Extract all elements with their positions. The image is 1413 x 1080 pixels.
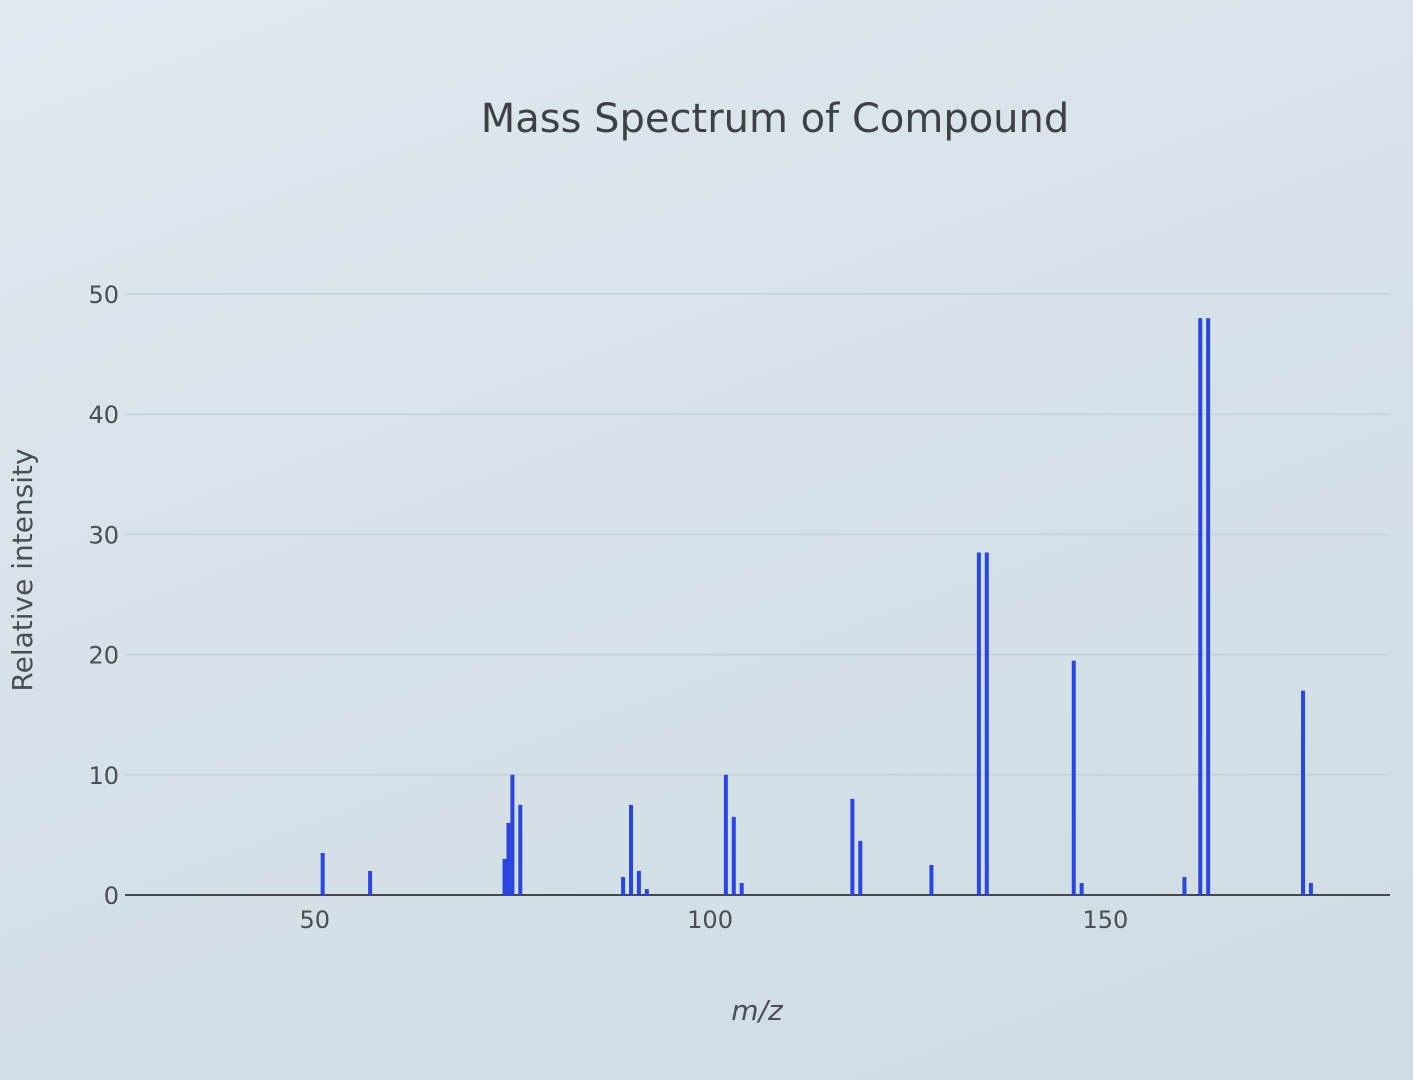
y-tick-label: 10 — [88, 762, 119, 790]
gridlines — [125, 293, 1390, 896]
chart-title: Mass Spectrum of Compound — [481, 96, 1070, 142]
x-tick-label: 50 — [299, 906, 330, 934]
x-tick-label: 100 — [687, 906, 733, 934]
y-tick-label: 50 — [88, 281, 119, 309]
y-tick-label: 30 — [88, 521, 119, 549]
x-tick-label: 150 — [1082, 906, 1128, 934]
y-tick-label: 0 — [104, 882, 119, 910]
spectrum-bars — [320, 318, 1313, 895]
y-tick-labels: 0 10 20 30 40 50 — [88, 281, 119, 910]
x-axis-title: m/z — [731, 994, 784, 1027]
y-tick-label: 20 — [88, 642, 119, 670]
y-axis-title: Relative intensity — [6, 448, 39, 691]
y-tick-label: 40 — [88, 401, 119, 429]
x-tick-labels: 50 100 150 — [299, 906, 1128, 934]
